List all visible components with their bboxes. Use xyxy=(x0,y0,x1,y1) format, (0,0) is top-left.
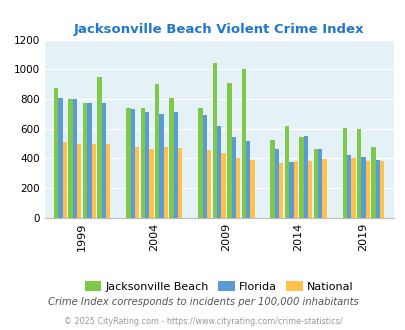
Title: Jacksonville Beach Violent Crime Index: Jacksonville Beach Violent Crime Index xyxy=(74,23,364,36)
Bar xyxy=(140,108,145,218)
Bar xyxy=(298,137,303,218)
Bar xyxy=(72,99,77,218)
Bar xyxy=(91,144,96,218)
Bar xyxy=(173,112,178,218)
Bar xyxy=(130,109,134,218)
Bar xyxy=(134,147,139,218)
Bar xyxy=(68,99,72,218)
Bar xyxy=(221,153,225,218)
Bar xyxy=(322,159,326,218)
Legend: Jacksonville Beach, Florida, National: Jacksonville Beach, Florida, National xyxy=(80,277,357,296)
Bar xyxy=(159,114,163,218)
Bar xyxy=(178,148,182,218)
Bar xyxy=(270,140,274,218)
Bar xyxy=(346,155,350,218)
Bar xyxy=(198,108,202,218)
Bar xyxy=(101,103,106,218)
Bar xyxy=(106,144,110,218)
Bar xyxy=(149,149,153,218)
Bar xyxy=(288,162,293,218)
Bar xyxy=(379,161,384,218)
Text: © 2025 CityRating.com - https://www.cityrating.com/crime-statistics/: © 2025 CityRating.com - https://www.city… xyxy=(64,317,341,326)
Bar xyxy=(249,160,254,218)
Bar xyxy=(303,136,307,218)
Bar xyxy=(163,147,168,218)
Bar xyxy=(241,69,245,218)
Bar xyxy=(97,77,101,218)
Bar xyxy=(145,112,149,218)
Bar xyxy=(284,126,288,218)
Bar xyxy=(155,84,159,218)
Bar xyxy=(227,83,231,218)
Bar xyxy=(360,157,365,218)
Bar xyxy=(58,98,62,218)
Bar xyxy=(62,142,67,218)
Bar xyxy=(77,144,81,218)
Bar xyxy=(207,150,211,218)
Bar xyxy=(169,98,173,218)
Bar xyxy=(87,103,91,218)
Bar xyxy=(293,161,297,218)
Bar xyxy=(202,115,207,218)
Bar xyxy=(217,126,221,218)
Bar xyxy=(356,129,360,218)
Bar xyxy=(83,104,87,218)
Bar xyxy=(274,149,278,218)
Bar xyxy=(317,149,322,218)
Bar xyxy=(231,137,235,218)
Bar xyxy=(245,141,249,218)
Bar xyxy=(212,63,217,218)
Bar xyxy=(235,158,240,218)
Bar xyxy=(278,163,283,218)
Bar xyxy=(371,147,375,218)
Bar xyxy=(307,161,311,218)
Bar xyxy=(54,88,58,218)
Bar xyxy=(342,128,346,218)
Text: Crime Index corresponds to incidents per 100,000 inhabitants: Crime Index corresponds to incidents per… xyxy=(47,297,358,307)
Bar xyxy=(365,161,369,218)
Bar xyxy=(313,149,317,218)
Bar xyxy=(126,108,130,218)
Bar xyxy=(375,160,379,218)
Bar xyxy=(350,158,355,218)
